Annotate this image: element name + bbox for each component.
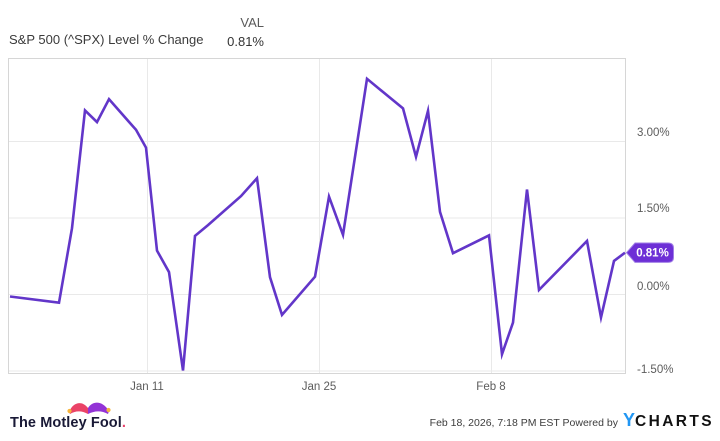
chart-title: S&P 500 (^SPX) Level % Change — [9, 32, 204, 47]
motley-fool-text: The Motley Fool — [10, 415, 122, 431]
jester-hat-icon — [67, 402, 111, 414]
x-axis-label: Jan 11 — [130, 381, 164, 393]
attribution-bar: Feb 18, 2026, 7:18 PM EST Powered by YCH… — [430, 410, 714, 431]
x-axis-label: Feb 8 — [476, 381, 506, 393]
price-line — [9, 76, 626, 371]
motley-fool-wordmark: The Motley Fool. — [10, 415, 126, 431]
current-value-badge — [625, 242, 674, 263]
timestamp-powered-by: Feb 18, 2026, 7:18 PM EST Powered by — [429, 417, 618, 429]
y-axis-label: 3.00% — [637, 127, 670, 139]
motley-fool-period: . — [121, 415, 126, 431]
legend-column-header: VAL — [240, 15, 264, 30]
legend-value-column: VAL 0.81% — [164, 15, 264, 49]
y-axis-label: 1.50% — [637, 203, 670, 215]
ycharts-wordmark: CHARTS — [635, 413, 714, 430]
y-axis-label: -1.50% — [637, 364, 674, 376]
y-axis-label: 0.00% — [637, 281, 670, 293]
ycharts-y-glyph: Y — [623, 410, 636, 430]
current-value-badge-label: 0.81% — [636, 248, 669, 260]
legend-current-value: 0.81% — [227, 34, 264, 49]
plot-border — [8, 58, 626, 374]
x-axis-label: Jan 25 — [301, 381, 337, 393]
motley-fool-logo[interactable]: The Motley Fool. — [8, 399, 148, 435]
ycharts-logo[interactable]: YCHARTS — [623, 410, 714, 431]
